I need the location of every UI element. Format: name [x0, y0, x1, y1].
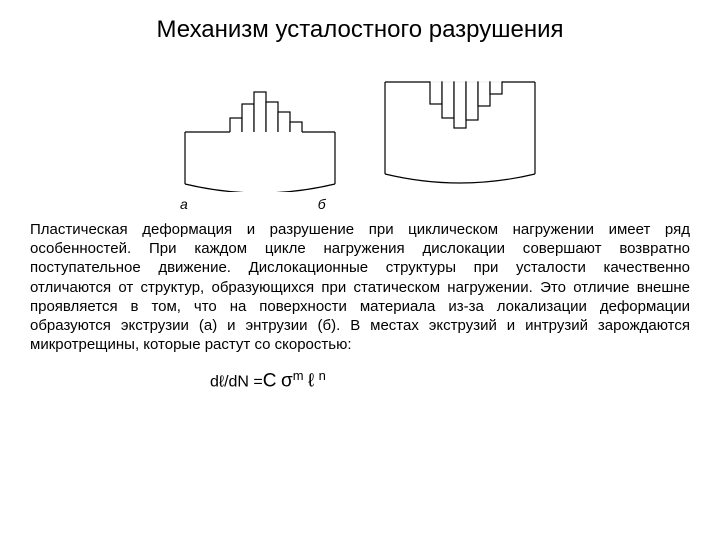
figure-row [30, 52, 690, 192]
formula-exp-n: n [319, 368, 326, 383]
formula-exp-m: m [293, 368, 304, 383]
extrusion-svg [180, 52, 340, 192]
page-title: Механизм усталостного разрушения [30, 16, 690, 44]
formula-lhs: dℓ/dN = [210, 374, 263, 391]
intrusion-svg [380, 52, 540, 192]
caption-b: б [318, 196, 326, 212]
body-paragraph: Пластическая деформация и разрушение при… [30, 220, 690, 354]
formula-C: С [263, 371, 277, 392]
formula: dℓ/dN =С σm ℓ n [30, 368, 690, 392]
figure-extrusion [180, 52, 340, 192]
caption-a: а [180, 196, 188, 212]
figure-intrusion [380, 52, 540, 192]
figure-captions: а б [30, 196, 690, 212]
formula-ell: ℓ [308, 371, 314, 392]
formula-sigma: σ [281, 371, 293, 392]
